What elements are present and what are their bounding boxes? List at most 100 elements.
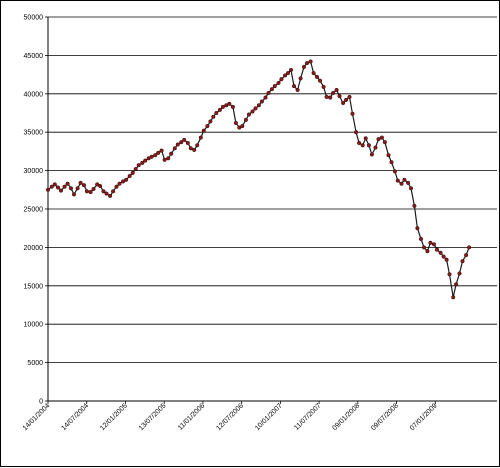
- data-point: [285, 71, 291, 76]
- data-point: [428, 240, 433, 245]
- data-point: [214, 110, 219, 116]
- data-point: [418, 236, 424, 242]
- data-point: [68, 186, 74, 191]
- data-point: [65, 181, 70, 186]
- data-point: [182, 137, 187, 142]
- data-point: [314, 74, 320, 79]
- y-tick-label: 10000: [24, 322, 44, 329]
- data-point: [369, 152, 374, 157]
- x-tick-label: 10/01/2007: [254, 402, 284, 432]
- data-point: [71, 192, 77, 197]
- data-point: [266, 90, 271, 96]
- data-point: [324, 94, 329, 99]
- data-point: [301, 64, 307, 69]
- data-point: [382, 140, 387, 145]
- data-point: [111, 189, 116, 194]
- y-tick-label: 15000: [24, 283, 44, 290]
- data-point: [49, 184, 54, 189]
- data-point: [84, 189, 89, 194]
- data-point: [406, 180, 411, 185]
- data-point: [136, 163, 141, 168]
- data-point: [130, 170, 135, 175]
- data-point: [447, 272, 452, 277]
- data-point: [159, 148, 164, 153]
- data-point: [288, 67, 294, 73]
- y-tick-label: 45000: [24, 53, 44, 60]
- axes: [47, 17, 497, 402]
- data-point: [454, 282, 459, 287]
- x-tick-label: 14/01/2004: [22, 402, 52, 432]
- data-point: [185, 140, 190, 146]
- data-point: [114, 184, 119, 189]
- data-point: [402, 177, 407, 182]
- data-point: [195, 143, 200, 148]
- data-point: [246, 112, 251, 117]
- data-point: [344, 97, 349, 102]
- data-point: [341, 100, 346, 106]
- data-point: [108, 193, 113, 198]
- data-point: [188, 146, 193, 151]
- series-price: [45, 59, 472, 300]
- data-point: [276, 80, 281, 86]
- data-point: [389, 160, 394, 165]
- data-point: [256, 103, 261, 108]
- data-point: [253, 106, 258, 111]
- data-point: [250, 109, 255, 114]
- data-point: [81, 183, 87, 188]
- data-point: [434, 247, 440, 252]
- data-point: [350, 111, 355, 116]
- data-point: [240, 124, 245, 129]
- data-point: [363, 136, 368, 141]
- data-point: [117, 181, 122, 186]
- data-point: [52, 182, 57, 187]
- data-point: [263, 95, 268, 100]
- data-point: [431, 242, 437, 247]
- data-point: [88, 190, 93, 195]
- data-point: [444, 257, 449, 262]
- data-point: [467, 245, 472, 250]
- data-point: [243, 117, 248, 122]
- data-point: [101, 189, 106, 194]
- x-tick-label: 09/07/2008: [370, 402, 400, 432]
- data-point: [133, 167, 138, 172]
- data-point: [166, 156, 171, 161]
- data-point: [425, 249, 430, 254]
- data-point: [337, 94, 342, 99]
- x-tick-label: 13/07/2005: [138, 402, 168, 432]
- data-point: [334, 87, 339, 93]
- data-point: [464, 253, 469, 258]
- data-point: [311, 71, 316, 76]
- data-point: [283, 73, 288, 78]
- data-point: [156, 150, 161, 155]
- data-point: [45, 187, 51, 192]
- data-point: [192, 147, 197, 152]
- data-point: [457, 271, 462, 276]
- data-point: [357, 140, 362, 146]
- data-point: [259, 99, 264, 104]
- data-point: [104, 191, 109, 196]
- data-point: [438, 250, 443, 255]
- data-point: [321, 84, 326, 89]
- data-point: [304, 61, 310, 66]
- data-point: [62, 184, 67, 189]
- data-point: [220, 104, 225, 109]
- x-tick-label: 07/01/2009: [409, 402, 439, 432]
- data-point: [408, 186, 414, 191]
- data-point: [376, 137, 381, 142]
- data-point: [153, 153, 158, 158]
- y-tick-label: 0: [39, 399, 43, 406]
- x-tick-label: 12/07/2006: [215, 402, 245, 432]
- data-point: [227, 101, 232, 106]
- data-point: [124, 177, 129, 182]
- data-point: [415, 226, 420, 231]
- data-point: [55, 185, 61, 190]
- x-axis-ticks: 14/01/2004 14/07/2004 12/01/2005 13/07/2005…: [22, 401, 439, 432]
- data-point: [279, 77, 284, 82]
- data-point: [298, 76, 303, 81]
- data-point: [291, 84, 297, 89]
- data-point: [143, 158, 148, 163]
- y-axis-ticks: 0 5000 10000 15000 20000 25000 30000 35000 40000…: [24, 15, 48, 406]
- gridlines: [48, 16, 497, 364]
- y-tick-label: 40000: [24, 91, 44, 98]
